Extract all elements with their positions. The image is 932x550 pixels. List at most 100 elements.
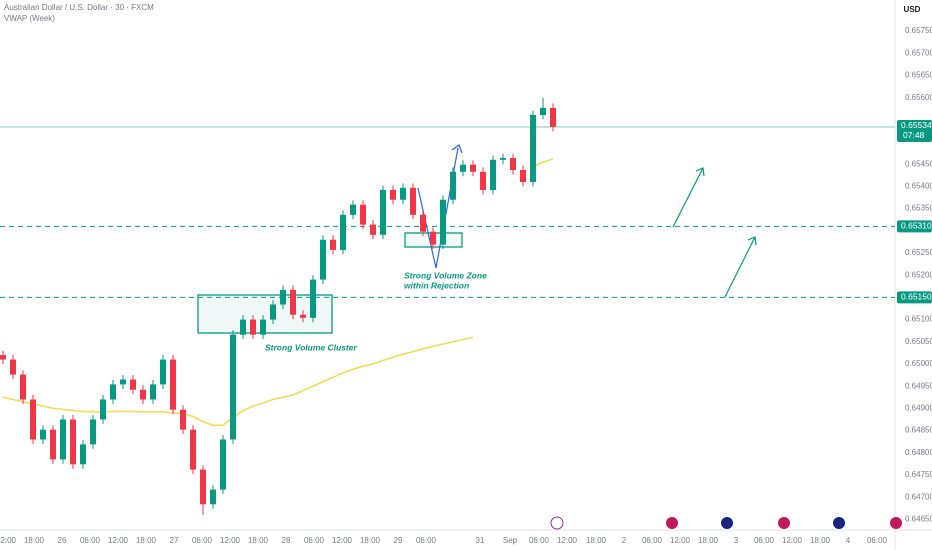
candle-body bbox=[130, 379, 136, 390]
candle-body bbox=[480, 171, 486, 190]
x-tick-label: 06:00 bbox=[754, 536, 775, 545]
x-tick-label: 06:00 bbox=[867, 536, 888, 545]
candle-body bbox=[450, 171, 456, 200]
level-tag bbox=[897, 220, 932, 233]
annotation: within Rejection bbox=[404, 280, 469, 290]
candle-body bbox=[550, 107, 556, 127]
y-tick-label: 0.64800 bbox=[905, 448, 932, 457]
level-tag bbox=[897, 291, 932, 304]
candle-body bbox=[280, 289, 286, 305]
candle-body bbox=[300, 314, 306, 318]
candle-body bbox=[100, 399, 106, 420]
candle-body bbox=[360, 204, 366, 225]
y-tick-label: 0.64850 bbox=[905, 426, 932, 435]
y-tick-label: 0.65350 bbox=[905, 204, 932, 213]
y-tick-label: 0.65250 bbox=[905, 248, 932, 257]
x-tick-label: 12:00 bbox=[108, 536, 129, 545]
last-price-tag bbox=[897, 119, 932, 142]
level-label: 0.65310 bbox=[901, 221, 932, 231]
candle-body bbox=[420, 214, 426, 232]
candle-body bbox=[320, 239, 326, 280]
y-tick-label: 0.65400 bbox=[905, 182, 932, 191]
candle-body bbox=[440, 199, 446, 245]
candle-body bbox=[350, 204, 356, 215]
candle-body bbox=[210, 489, 216, 505]
candle-body bbox=[90, 419, 96, 445]
candle-body bbox=[260, 319, 266, 335]
y-tick-label: 0.65650 bbox=[905, 71, 932, 80]
x-tick-label: 27 bbox=[170, 536, 179, 545]
y-tick-label: 0.65100 bbox=[905, 315, 932, 324]
up-arrow bbox=[672, 167, 705, 228]
candle-body bbox=[140, 389, 146, 400]
candle-body bbox=[120, 379, 126, 385]
candle-body bbox=[40, 429, 46, 440]
candle-body bbox=[370, 224, 376, 235]
y-tick-label: 0.65450 bbox=[905, 159, 932, 168]
last-price-label: 0.65534 bbox=[901, 120, 932, 130]
currency: USD bbox=[904, 5, 921, 14]
candle-body bbox=[30, 399, 36, 440]
x-tick-label: 18:00 bbox=[24, 536, 45, 545]
candle-body bbox=[520, 170, 526, 182]
candle-body bbox=[150, 384, 156, 400]
x-tick-label: 18:00 bbox=[698, 536, 719, 545]
chart-title: Australian Dollar / U.S. Dollar · 30 · F… bbox=[4, 3, 154, 12]
candle-body bbox=[0, 355, 6, 360]
y-tick-label: 0.65000 bbox=[905, 359, 932, 368]
event-icons bbox=[550, 516, 902, 530]
countdown: 07:48 bbox=[903, 130, 925, 140]
candle-body bbox=[490, 159, 496, 190]
x-tick-label: 06:00 bbox=[192, 536, 213, 545]
candle-body bbox=[80, 444, 86, 465]
x-tick-label: 12:00 bbox=[0, 536, 17, 545]
candle-body bbox=[20, 374, 26, 400]
candle-body bbox=[230, 334, 236, 440]
candle-body bbox=[390, 189, 396, 200]
candle-body bbox=[330, 239, 336, 250]
vwap-line bbox=[532, 158, 554, 168]
annotation: Strong Volume Zone bbox=[404, 270, 487, 280]
x-tick-label: 12:00 bbox=[782, 536, 803, 545]
x-tick-label: 18:00 bbox=[248, 536, 269, 545]
candle-body bbox=[70, 419, 76, 465]
candle-body bbox=[160, 359, 166, 385]
candle-body bbox=[430, 231, 436, 245]
candle-body bbox=[290, 289, 296, 315]
event-icon bbox=[778, 517, 790, 529]
candle-body bbox=[110, 384, 116, 400]
level-label: 0.65150 bbox=[901, 292, 932, 302]
candle-body bbox=[500, 158, 506, 160]
candle-body bbox=[510, 158, 516, 171]
event-icon bbox=[721, 517, 733, 529]
x-tick-label: 31 bbox=[476, 536, 485, 545]
y-tick-label: 0.64700 bbox=[905, 492, 932, 501]
event-icon bbox=[833, 517, 845, 529]
candle-body bbox=[220, 439, 226, 490]
candle-body bbox=[60, 419, 66, 460]
indicator-label: VWAP (Week) bbox=[4, 14, 55, 23]
x-tick-label: 4 bbox=[846, 536, 851, 545]
candle-body bbox=[400, 187, 406, 200]
up-arrow bbox=[724, 236, 757, 298]
event-icon bbox=[666, 517, 678, 529]
x-tick-label: 18:00 bbox=[360, 536, 381, 545]
annotation: Strong Volume Cluster bbox=[265, 342, 357, 352]
candle-body bbox=[310, 279, 316, 318]
candle-body bbox=[340, 214, 346, 250]
x-tick-label: 12:00 bbox=[670, 536, 691, 545]
y-tick-label: 0.64650 bbox=[905, 514, 932, 523]
candle-body bbox=[190, 429, 196, 470]
candle-body bbox=[180, 409, 186, 430]
x-tick-label: 06:00 bbox=[80, 536, 101, 545]
x-tick-label: 06:00 bbox=[304, 536, 325, 545]
x-tick-label: 18:00 bbox=[586, 536, 607, 545]
x-tick-label: 12:00 bbox=[220, 536, 241, 545]
x-tick-label: 12:00 bbox=[557, 536, 578, 545]
y-tick-label: 0.65050 bbox=[905, 337, 932, 346]
y-tick-label: 0.65600 bbox=[905, 93, 932, 102]
candle-body bbox=[240, 319, 246, 335]
x-tick-label: 12:00 bbox=[332, 536, 353, 545]
x-tick-label: 3 bbox=[734, 536, 739, 545]
